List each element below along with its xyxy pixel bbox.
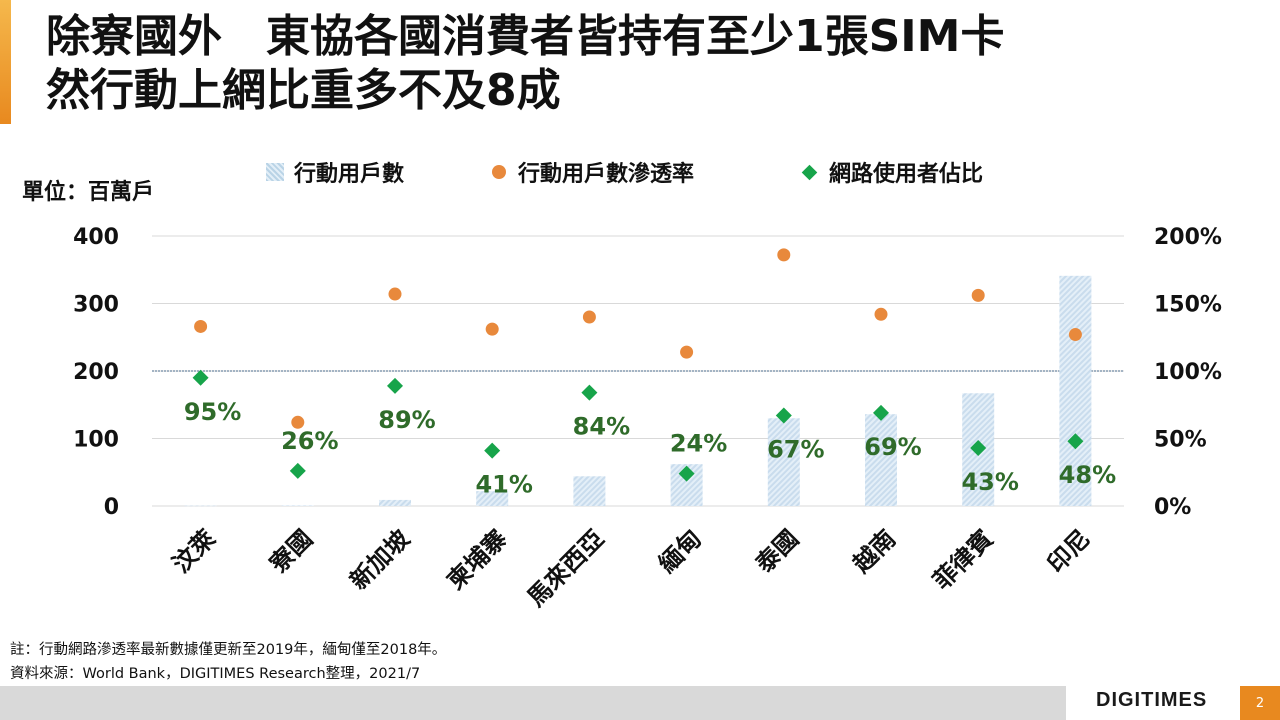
bar-4 (476, 491, 509, 506)
legend-item-subscribers: 行動用戶數 (266, 156, 404, 188)
y-left-tick-label: 0 (104, 495, 119, 520)
legend-dot-swatch (492, 165, 506, 179)
category-label: 馬來西亞 (522, 524, 610, 612)
internet-diamond-6 (678, 465, 695, 482)
bar-8 (865, 414, 897, 506)
y-right-tick-label: 50% (1154, 428, 1207, 453)
internet-share-label: 84% (573, 413, 630, 441)
footer-band (0, 686, 1066, 720)
penetration-dot-5 (582, 310, 596, 324)
bar-1 (184, 505, 217, 507)
legend-item-penetration: 行動用戶數滲透率 (492, 156, 694, 188)
penetration-dot-10 (1068, 328, 1082, 342)
accent-bar (0, 0, 11, 124)
internet-diamond-10 (1067, 433, 1084, 450)
y-right-tick-label: 0% (1154, 495, 1191, 520)
bar-5 (573, 476, 606, 506)
legend-item-internet: 網路使用者佔比 (801, 156, 984, 188)
chart: 0 0% 100 50% 200 100% 300 150% 400 200% 95% 26% 89% 4… (73, 225, 1222, 612)
internet-share-label: 24% (670, 430, 727, 458)
category-label: 越南 (848, 524, 902, 578)
internet-share-label: 41% (475, 471, 532, 499)
internet-share-label: 95% (184, 398, 241, 426)
source-note: 資料來源：World Bank，DIGITIMES Research整理，202… (10, 666, 421, 682)
legend-label-internet: 網路使用者佔比 (829, 162, 984, 187)
page-number: 2 (1240, 686, 1280, 720)
bar-3 (379, 499, 411, 506)
penetration-dot-4 (485, 322, 499, 336)
penetration-dot-1 (194, 319, 208, 333)
internet-diamond-5 (581, 384, 598, 401)
category-label: 新加坡 (345, 524, 416, 595)
y-left-tick-label: 400 (73, 225, 119, 250)
y-right-tick-label: 200% (1154, 225, 1222, 250)
internet-diamond-3 (387, 377, 403, 394)
internet-diamond-1 (192, 369, 209, 386)
y-left-tick-label: 300 (73, 293, 119, 318)
penetration-dot-7 (777, 248, 791, 262)
legend-bar-swatch (266, 163, 284, 181)
internet-diamond-8 (873, 404, 889, 421)
internet-share-label: 26% (281, 427, 338, 455)
legend-label-subscribers: 行動用戶數 (294, 162, 405, 187)
penetration-dot-3 (388, 287, 402, 301)
internet-diamond-7 (775, 407, 792, 424)
y-left-tick-label: 200 (73, 360, 119, 385)
unit-label: 單位：百萬戶 (22, 180, 155, 205)
y-left-tick-label: 100 (73, 428, 119, 453)
bar-2 (281, 505, 314, 506)
digitimes-logo: DIGITIMES (1096, 689, 1208, 711)
category-label: 汶萊 (167, 524, 221, 578)
internet-share-label: 89% (378, 406, 435, 434)
penetration-dot-2 (291, 415, 305, 429)
category-label: 柬埔寨 (442, 524, 513, 595)
category-label: 緬甸 (653, 524, 707, 578)
y-right-tick-label: 150% (1154, 293, 1222, 318)
footnote: 註：行動網路滲透率最新數據僅更新至2019年，緬甸僅至2018年。 (10, 642, 447, 658)
title-line-2: 然行動上網比重多不及8成 (46, 65, 561, 116)
category-label: 菲律賓 (928, 524, 999, 595)
category-label: 泰國 (750, 524, 804, 578)
category-label: 寮國 (264, 524, 318, 578)
bar-7 (767, 418, 800, 506)
slide-title: 除寮國外 東協各國消費者皆持有至少1張SIM卡 然行動上網比重多不及8成 (46, 10, 1004, 118)
penetration-dot-8 (874, 307, 888, 321)
bar-10 (1059, 275, 1092, 506)
internet-share-label: 43% (961, 468, 1018, 496)
legend-label-penetration: 行動用戶數滲透率 (518, 162, 695, 187)
penetration-dot-6 (680, 345, 694, 359)
internet-diamond-9 (970, 439, 987, 456)
category-label: 印尼 (1042, 524, 1096, 578)
y-right-tick-label: 100% (1154, 360, 1222, 385)
penetration-dot-9 (971, 288, 985, 302)
internet-diamond-2 (289, 462, 306, 479)
title-line-1: 除寮國外 東協各國消費者皆持有至少1張SIM卡 (46, 11, 1005, 62)
internet-share-label: 48% (1059, 461, 1116, 489)
internet-diamond-4 (484, 442, 501, 459)
internet-share-label: 67% (767, 436, 824, 464)
internet-share-label: 69% (864, 433, 921, 461)
